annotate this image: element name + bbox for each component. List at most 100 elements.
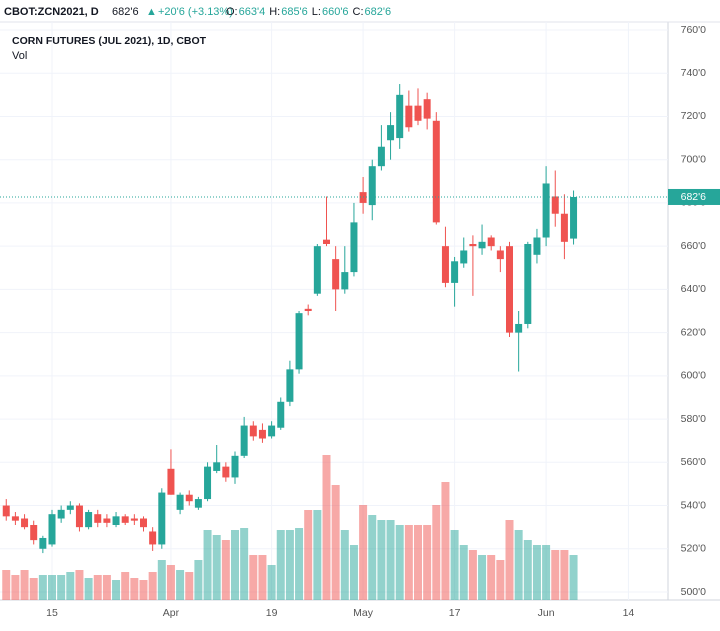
y-tick-label: 500'0 xyxy=(681,586,707,598)
candle-body xyxy=(441,246,449,283)
y-tick-label: 600'0 xyxy=(681,370,707,382)
candle-body xyxy=(487,237,495,247)
volume-bar xyxy=(221,540,230,600)
volume-bar xyxy=(185,572,194,600)
volume-bar xyxy=(194,560,203,600)
candle-body xyxy=(94,514,102,523)
volume-bar xyxy=(231,530,239,600)
ohlc-label: H: xyxy=(269,6,280,18)
candle-body xyxy=(231,455,239,478)
candle-body xyxy=(432,120,440,223)
ohlc-value: 660'6 xyxy=(322,6,349,18)
candle-body xyxy=(149,531,157,545)
candle-body xyxy=(341,272,349,290)
candle-body xyxy=(21,518,29,528)
last-price-label: 682'6 xyxy=(681,191,707,203)
x-tick-label: 14 xyxy=(623,607,635,619)
volume-bar xyxy=(496,560,505,600)
y-tick-label: 660'0 xyxy=(681,240,707,252)
last-price-tag xyxy=(668,188,720,205)
volume-bar xyxy=(349,545,358,600)
volume-bar xyxy=(212,535,221,600)
y-tick-label: 640'0 xyxy=(681,283,707,295)
y-tick-label: 740'0 xyxy=(681,67,707,79)
symbol: CBOT:ZCN2021, D xyxy=(4,6,99,18)
candle-body xyxy=(194,499,202,508)
volume-bar xyxy=(249,555,258,600)
candle-body xyxy=(460,250,468,264)
candle-body xyxy=(542,183,550,238)
candle-body xyxy=(240,425,248,456)
candle-body xyxy=(121,516,129,523)
x-tick-label: 15 xyxy=(46,607,58,619)
candle-body xyxy=(304,308,312,311)
volume-bar xyxy=(478,555,487,600)
volume-bar xyxy=(48,575,56,600)
candle-body xyxy=(405,105,413,128)
volume-bar xyxy=(75,570,84,600)
candle-body xyxy=(249,425,257,437)
candle-body xyxy=(57,509,65,519)
candle-body xyxy=(551,196,559,214)
candle-body xyxy=(506,246,513,333)
volume-bar xyxy=(532,545,541,600)
volume-bar xyxy=(487,555,496,600)
y-tick-label: 520'0 xyxy=(681,543,707,555)
volume-bar xyxy=(176,570,185,600)
volume-bar xyxy=(20,570,29,600)
ohlc-label: L: xyxy=(312,6,321,18)
volume-bar xyxy=(166,565,175,600)
candle-body xyxy=(258,429,266,439)
candle-body xyxy=(213,462,221,471)
volume-bar xyxy=(276,530,285,600)
x-tick-label: 17 xyxy=(449,607,461,619)
volume-bar xyxy=(377,520,386,600)
candle-body xyxy=(359,192,367,203)
axes: 500'0 520'0 540'0 560'0 580'0 600'0 620'0 640'0… xyxy=(0,24,720,619)
volume-bar xyxy=(359,505,368,600)
volume-bar xyxy=(203,530,212,600)
volume-bar xyxy=(148,572,157,600)
candle-body xyxy=(2,505,10,517)
volume-bar xyxy=(322,455,331,600)
volume-bar xyxy=(93,575,102,600)
candle-body xyxy=(85,512,93,528)
y-tick-label: 720'0 xyxy=(681,110,707,122)
chart-title: CORN FUTURES (JUL 2021), 1D, CBOT xyxy=(12,35,207,47)
volume-bar xyxy=(523,540,532,600)
volume-bar xyxy=(542,545,551,600)
candle-body xyxy=(140,518,147,528)
candle-body xyxy=(451,261,459,283)
candle-body xyxy=(103,518,111,523)
volume-bar xyxy=(468,550,477,600)
change: +20'6 (+3.13%) xyxy=(158,6,233,18)
candle-body xyxy=(112,516,120,525)
candle-body xyxy=(277,401,285,428)
last-price: 682'6 xyxy=(112,6,139,18)
volume-bar xyxy=(130,578,139,600)
volume-bar xyxy=(368,515,377,600)
volume-bar xyxy=(450,530,459,600)
ohlc-value: 685'6 xyxy=(281,6,308,18)
candle-body xyxy=(396,94,404,139)
volume-bar xyxy=(66,572,75,600)
volume-bar xyxy=(414,525,422,600)
y-tick-label: 620'0 xyxy=(681,326,707,338)
volume-bar xyxy=(29,578,38,600)
volume-bar xyxy=(285,530,294,600)
y-tick-label: 760'0 xyxy=(681,24,707,36)
volume-bar xyxy=(441,482,450,600)
candle-body xyxy=(185,494,193,502)
ohlc-value: 682'6 xyxy=(365,6,392,18)
volume-bar xyxy=(84,578,93,600)
volume-bar xyxy=(459,545,468,600)
candle-body xyxy=(75,505,83,528)
candle-body xyxy=(39,537,47,549)
up-arrow: ▲ xyxy=(146,6,157,18)
volume-bar xyxy=(139,580,148,600)
candle-body xyxy=(533,237,541,255)
candle-body xyxy=(204,466,212,500)
candle-body xyxy=(387,125,395,141)
candle-body xyxy=(176,494,184,510)
